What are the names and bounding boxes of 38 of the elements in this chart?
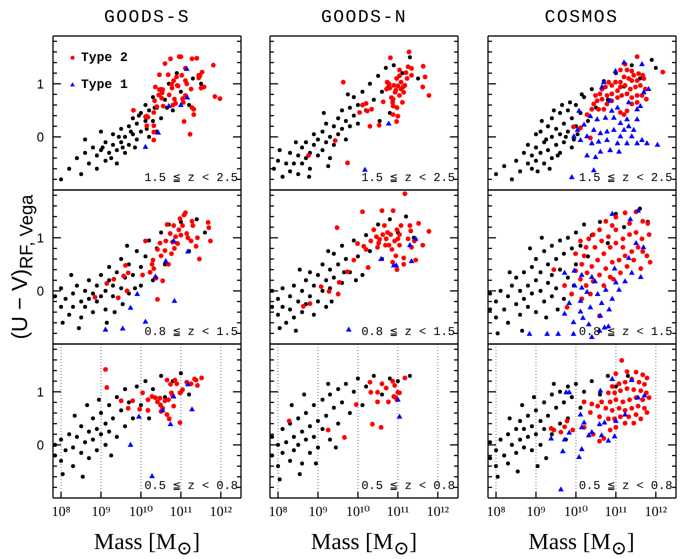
- x-tick-label: 10¹¹: [170, 504, 192, 520]
- legend-label: Type 1: [81, 76, 128, 92]
- x-axis-title: Mass [M$_{⊙}$]: [527, 528, 636, 559]
- annotation: 0.8 ≦ z < 1.5: [360, 324, 455, 340]
- annotation: 0.8 ≦ z < 1.5: [143, 324, 238, 340]
- x-axis-title: Mass [M$_{⊙}$]: [310, 528, 418, 559]
- annotation: 0.5 ≦ z < 0.8: [143, 478, 238, 494]
- annotation: 1.5 ≦ z < 2.5: [360, 170, 455, 186]
- y-tick-label: 0: [36, 438, 44, 453]
- x-tick-label: 10¹¹: [386, 504, 410, 520]
- x-tick-label: 10¹¹: [604, 504, 627, 520]
- chart-title: COSMOS: [544, 7, 620, 30]
- annotation: 1.5 ≦ z < 2.5: [578, 170, 672, 186]
- x-tick-label: 10⁸: [486, 504, 506, 520]
- annotation: 1.5 ≦ z < 2.5: [143, 170, 238, 186]
- x-tick-label: 10¹⁰: [564, 504, 588, 520]
- x-tick-label: 10⁹: [526, 504, 546, 520]
- y-tick-label: 0: [36, 284, 44, 299]
- annotation: 0.5 ≦ z < 0.8: [360, 478, 455, 494]
- x-tick-label: 10¹²: [210, 504, 232, 520]
- annotation: 0.8 ≦ z < 1.5: [578, 324, 672, 340]
- chart-title: GOODS-S: [102, 7, 192, 30]
- x-tick-label: 10¹⁰: [346, 504, 370, 520]
- x-tick-label: 10¹²: [426, 504, 450, 520]
- annotation: 0.5 ≦ z < 0.8: [578, 478, 672, 494]
- x-tick-label: 10⁸: [52, 504, 71, 520]
- x-axis-title: Mass [M$_{⊙}$]: [92, 528, 202, 559]
- x-tick-label: 10¹²: [644, 504, 667, 520]
- y-tick-label: 1: [36, 230, 44, 246]
- x-tick-label: 10⁹: [92, 504, 111, 520]
- x-tick-label: 10¹⁰: [129, 504, 154, 520]
- y-tick-label: 1: [36, 384, 44, 400]
- chart-title: GOODS-N: [320, 7, 408, 30]
- x-tick-label: 10⁸: [268, 504, 288, 520]
- legend-label: Type 2: [81, 50, 128, 64]
- y-tick-label: 1: [36, 76, 44, 92]
- x-tick-label: 10⁹: [308, 504, 328, 520]
- y-tick-label: 0: [36, 130, 44, 145]
